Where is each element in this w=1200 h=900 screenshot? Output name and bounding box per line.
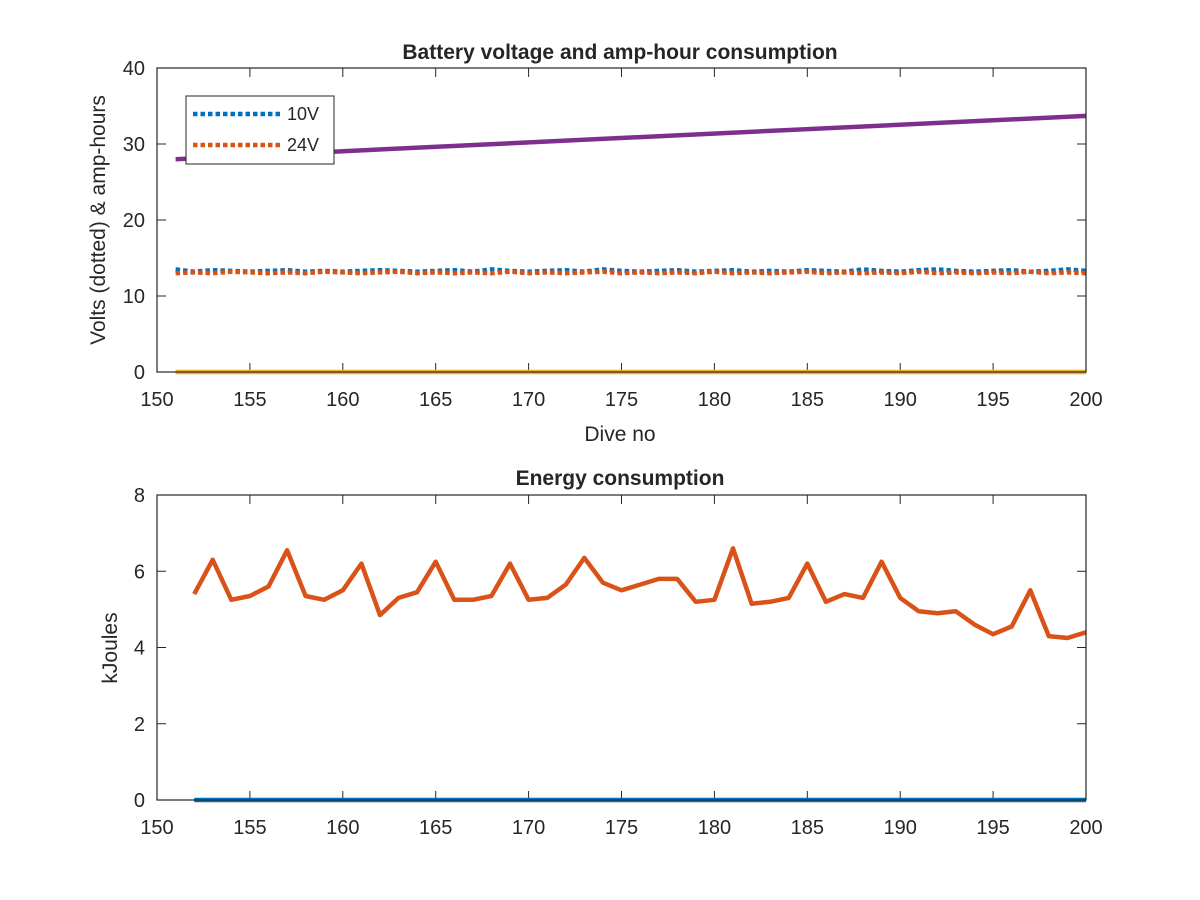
x-tick-label: 180 <box>698 817 731 839</box>
x-tick-label: 200 <box>1069 817 1102 839</box>
x-tick-label: 190 <box>884 817 917 839</box>
x-tick-label: 150 <box>140 389 173 411</box>
x-axis-ticks: 150 155 160 165 170 175 180 185 190 195 200 <box>140 495 1103 839</box>
x-tick-label: 165 <box>419 817 452 839</box>
x-tick-label: 185 <box>791 817 824 839</box>
legend-box <box>185 95 335 165</box>
chart-battery-voltage: Battery voltage and amp-hour consumption… <box>87 41 1103 446</box>
y-tick-label: 40 <box>123 58 145 80</box>
y-tick-label: 4 <box>134 638 145 660</box>
x-tick-label: 195 <box>976 389 1009 411</box>
chart-title: Energy consumption <box>516 467 725 490</box>
y-tick-label: 30 <box>123 134 145 156</box>
x-tick-label: 160 <box>326 817 359 839</box>
x-tick-label: 170 <box>512 817 545 839</box>
y-axis-label: kJoules <box>99 612 122 683</box>
x-tick-label: 150 <box>140 817 173 839</box>
x-axis-ticks: 150 155 160 165 170 175 180 185 190 195 200 <box>140 68 1103 411</box>
series-line-1-1 <box>192 546 1087 641</box>
legend: 10V 24V <box>185 95 335 165</box>
series-line-24v <box>175 269 1087 276</box>
x-tick-label: 175 <box>605 817 638 839</box>
x-tick-label: 165 <box>419 389 452 411</box>
x-tick-label: 160 <box>326 389 359 411</box>
y-tick-label: 10 <box>123 286 145 308</box>
chart-title: Battery voltage and amp-hour consumption <box>402 41 837 64</box>
x-tick-label: 195 <box>976 817 1009 839</box>
y-tick-label: 20 <box>123 210 145 232</box>
y-tick-label: 0 <box>134 790 145 812</box>
x-tick-label: 175 <box>605 389 638 411</box>
x-tick-label: 200 <box>1069 389 1102 411</box>
legend-entry-24v: 24V <box>287 135 319 155</box>
chart-energy-consumption: Energy consumption 150 155 160 165 170 175 180… <box>99 467 1103 839</box>
x-tick-label: 155 <box>233 817 266 839</box>
axes-frame <box>156 67 1087 373</box>
x-tick-label: 190 <box>884 389 917 411</box>
y-axis-label: Volts (dotted) & amp-hours <box>87 95 110 345</box>
legend-entry-10v: 10V <box>287 104 319 124</box>
y-axis-ticks: 0 10 20 30 40 <box>123 58 1086 384</box>
x-tick-label: 185 <box>791 389 824 411</box>
y-tick-label: 8 <box>134 485 145 507</box>
y-tick-label: 6 <box>134 561 145 583</box>
y-axis-ticks: 0 2 4 6 8 <box>134 485 1086 812</box>
x-tick-label: 155 <box>233 389 266 411</box>
axes-frame <box>156 494 1087 801</box>
x-axis-label: Dive no <box>584 423 655 446</box>
y-tick-label: 0 <box>134 362 145 384</box>
x-tick-label: 170 <box>512 389 545 411</box>
x-tick-label: 180 <box>698 389 731 411</box>
y-tick-label: 2 <box>134 714 145 736</box>
